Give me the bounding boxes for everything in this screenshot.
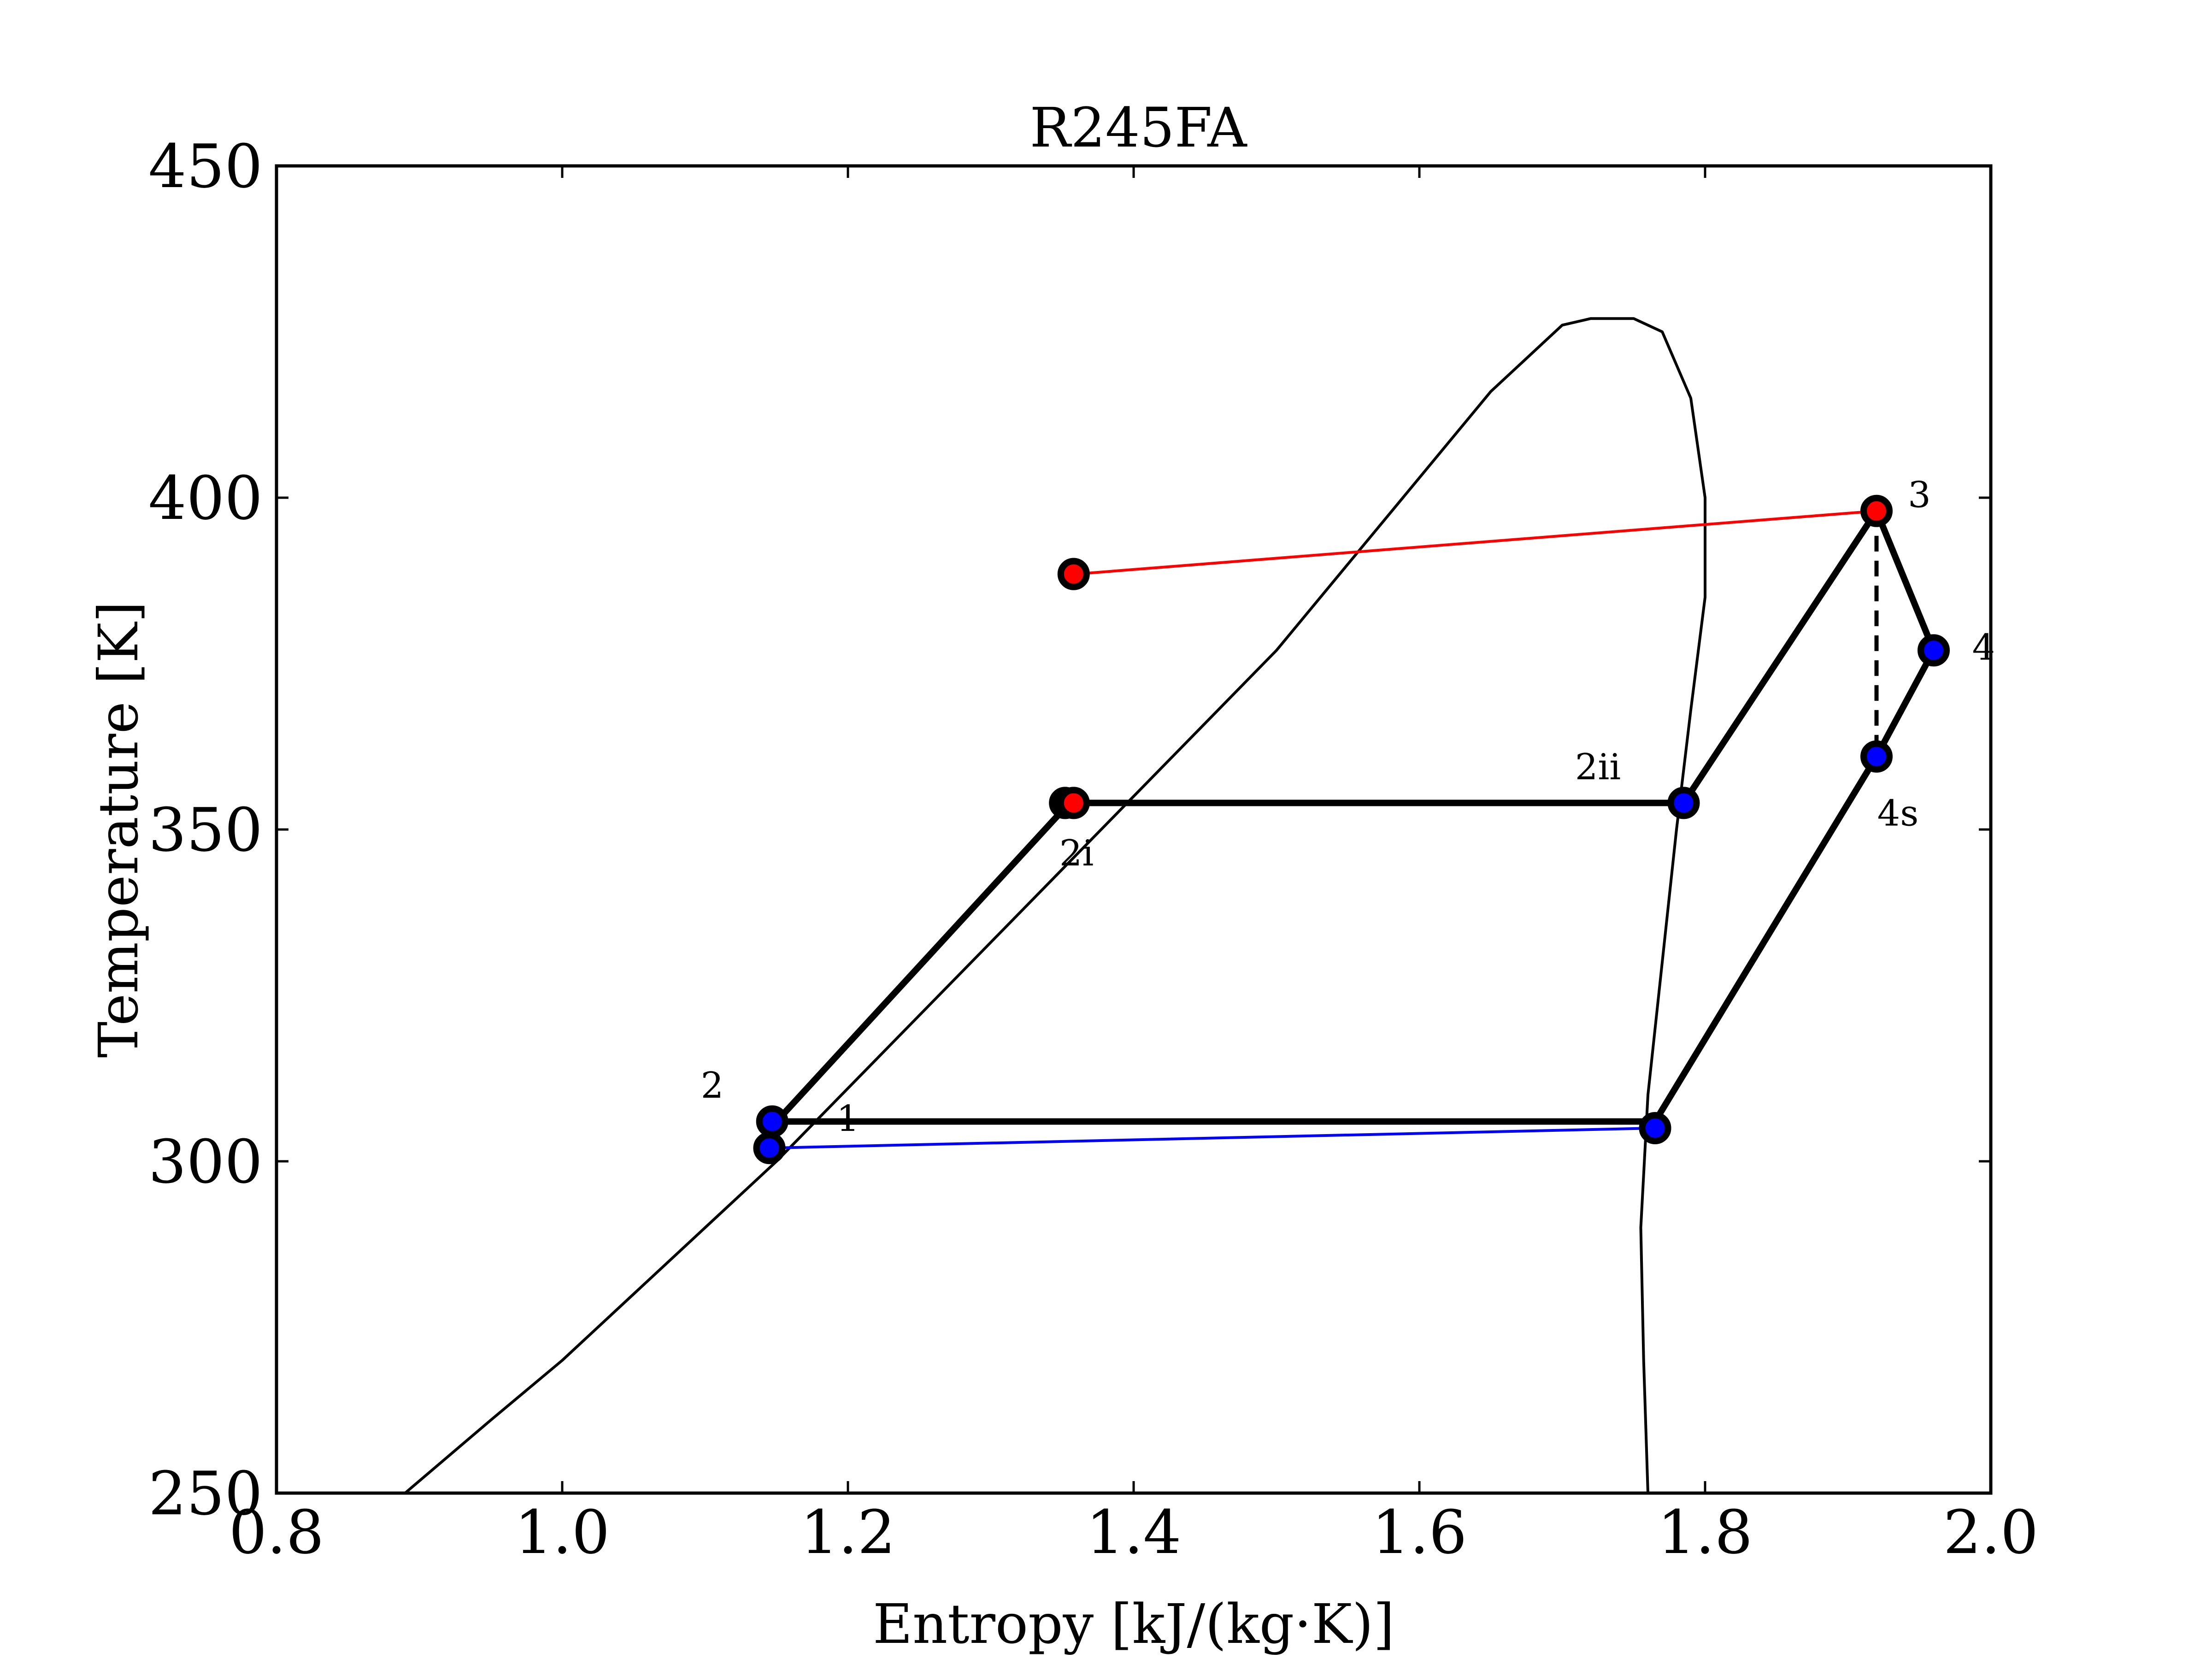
x-tick-label-2: 1.0 [515,1497,610,1567]
saturation-dome-line [404,317,1706,1493]
chart-title: R245FA [1030,96,1248,159]
state-point-8 [1918,634,1950,667]
state-point-7 [1860,494,1893,527]
y-tick-label-3: 350 [148,795,263,865]
point-label-7: 4s [1877,793,1919,835]
x-tick-label-1: 0.8 [229,1497,324,1567]
point-label-3: 2i [1059,833,1094,874]
y-tick-label-1: 250 [148,1459,263,1529]
state-point-4 [1057,787,1090,819]
state-point-9 [1860,740,1893,773]
x-tick-label-3: 1.2 [800,1497,896,1567]
y-tick-label-5: 450 [148,131,263,201]
state-point-5 [1057,558,1090,590]
y-tick-label-2: 300 [148,1127,263,1197]
state-point-10 [1639,1112,1671,1144]
plot-frame [275,164,1993,1495]
ticks-layer: 0.8 1.0 1.2 1.4 1.6 1.8 2.0 250 300 350 400 450 [148,131,2039,1567]
x-tick-label-7: 2.0 [1943,1497,2039,1567]
state-point-1 [756,1105,788,1138]
series-line-3 [1076,509,1877,576]
series-layer [769,507,1937,1150]
point-label-4: 2ii [1575,747,1621,788]
x-tick-label-6: 1.8 [1658,1497,1753,1567]
points-layer [753,494,1950,1165]
series-line-1 [774,507,1937,1125]
series-line-4 [769,1127,1655,1150]
point-label-1: 1 [836,1098,859,1140]
point-label-2: 2 [701,1065,724,1106]
x-tick-label-5: 1.6 [1372,1497,1467,1567]
x-tick-label-4: 1.4 [1086,1497,1182,1567]
y-axis-label: Temperature [K] [87,601,150,1058]
y-tick-label-4: 400 [148,463,263,533]
point-label-5: 3 [1908,475,1931,516]
x-axis-label: Entropy [kJ/(kg·K)] [873,1592,1394,1656]
state-point-6 [1667,787,1700,819]
saturation-dome-layer [404,317,1706,1493]
state-point-2 [753,1132,786,1165]
